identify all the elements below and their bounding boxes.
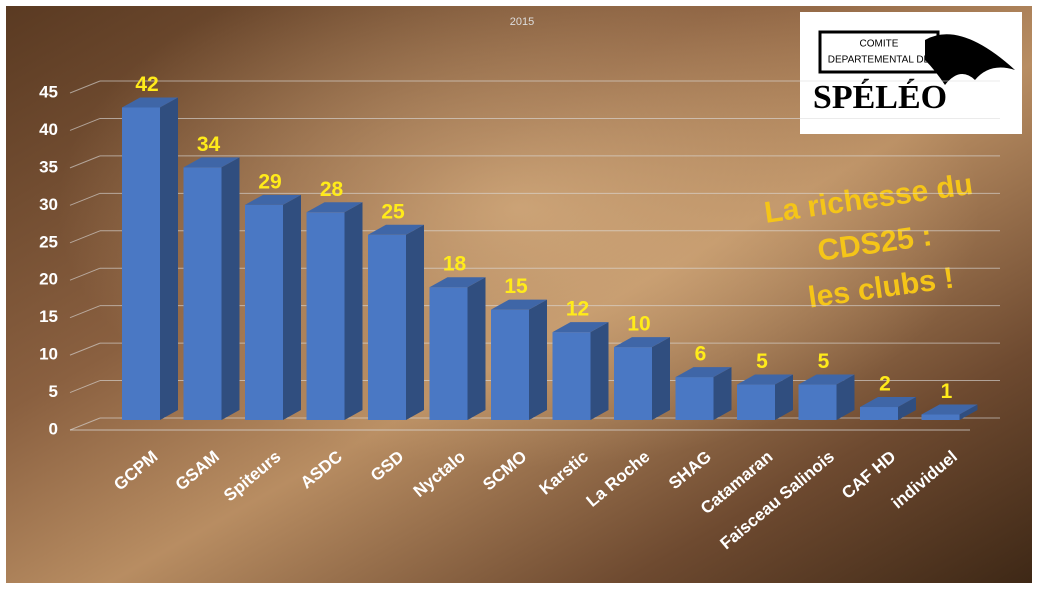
bar-top [860, 397, 916, 408]
y-tick-label: 30 [39, 195, 58, 214]
y-tick-label: 15 [39, 307, 58, 326]
grid-line [69, 80, 101, 94]
bar [921, 414, 960, 420]
value-label: 28 [320, 178, 344, 201]
value-label: 1 [941, 380, 953, 403]
bar [798, 384, 837, 420]
bar-top [306, 202, 363, 213]
bar [614, 347, 652, 420]
grid-line [69, 230, 101, 244]
logo: COMITE DEPARTEMENTAL DE SPÉLÉO [800, 12, 1022, 134]
chart-title: 2015 [510, 16, 534, 28]
bar-top [798, 374, 855, 385]
y-tick-label: 45 [39, 82, 58, 101]
grid-line [69, 117, 101, 131]
bar-top [368, 224, 424, 235]
bar-side [959, 404, 978, 420]
grid-line [69, 155, 101, 169]
value-label: 15 [504, 275, 528, 298]
grid-line [69, 305, 101, 319]
logo-bat [925, 34, 1015, 85]
y-tick-label: 10 [39, 345, 58, 364]
bar [860, 407, 898, 420]
bar-top [429, 277, 486, 288]
grid-line [69, 342, 101, 356]
bar-side [590, 322, 609, 420]
bar-side [898, 397, 916, 420]
value-label: 2 [879, 373, 891, 396]
bar [552, 332, 591, 420]
bar-side [652, 337, 670, 420]
value-label: 34 [197, 133, 221, 156]
bar-top [614, 337, 670, 348]
bar-top [675, 367, 732, 378]
bar-top [491, 299, 547, 310]
grid-line [69, 380, 101, 394]
value-label: 10 [627, 313, 650, 336]
bar-side [713, 367, 732, 420]
logo-line: COMITE [860, 39, 899, 50]
bar [429, 287, 468, 420]
bar [368, 234, 406, 420]
bar-top [921, 404, 978, 415]
grid-line [69, 417, 101, 431]
bar-side [283, 194, 301, 420]
y-tick-label: 35 [39, 157, 58, 176]
bar-side [160, 97, 178, 420]
value-label: 29 [258, 170, 281, 193]
logo-line: DEPARTEMENTAL DE [828, 55, 931, 66]
value-label: 25 [381, 200, 405, 223]
bar-top [552, 322, 609, 333]
value-label: 5 [756, 350, 768, 373]
bar-top [183, 157, 240, 168]
bar-side [406, 224, 424, 420]
value-label: 12 [566, 298, 589, 321]
y-tick-label: 25 [39, 232, 58, 251]
value-label: 5 [818, 350, 830, 373]
bar-side [344, 202, 363, 420]
value-label: 18 [443, 253, 467, 276]
bar [306, 212, 345, 420]
bar [245, 204, 283, 420]
bar [737, 384, 775, 420]
grid-line [69, 192, 101, 206]
y-tick-label: 0 [49, 419, 58, 438]
bar-top [245, 194, 301, 205]
grid-line [69, 267, 101, 281]
bar-side [467, 277, 486, 420]
y-tick-label: 5 [49, 382, 58, 401]
logo-line: SPÉLÉO [813, 79, 947, 116]
bar-side [221, 157, 240, 420]
bar-side [529, 299, 547, 420]
y-tick-label: 40 [39, 120, 58, 139]
bar-side [775, 374, 793, 420]
bar-side [836, 374, 855, 420]
value-label: 6 [695, 343, 707, 366]
y-tick-label: 20 [39, 270, 58, 289]
value-label: 42 [135, 73, 158, 96]
bar [183, 167, 222, 420]
bar-top [122, 97, 178, 108]
bar-top [737, 374, 793, 385]
bar [675, 377, 714, 420]
bar [491, 309, 529, 420]
bar [122, 107, 160, 420]
